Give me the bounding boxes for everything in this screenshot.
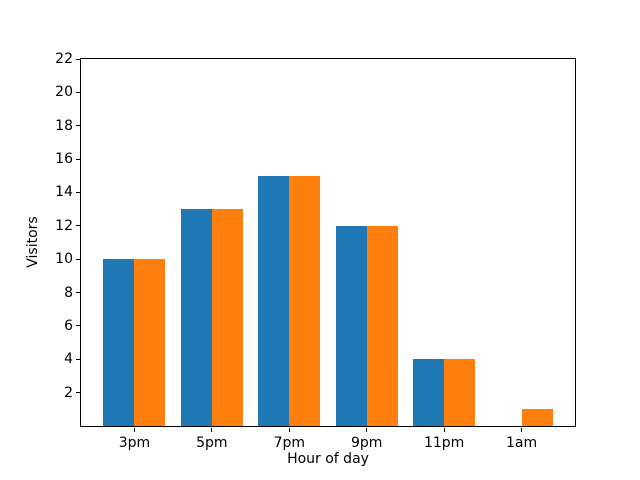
x-tick-mark [366, 428, 368, 432]
bar-blue-11pm [413, 359, 445, 426]
y-tick-label: 10 [55, 251, 73, 268]
y-tick-mark [76, 258, 80, 260]
x-tick-mark [288, 428, 290, 432]
y-tick-mark [76, 91, 80, 93]
bar-orange-11pm [444, 359, 476, 426]
x-tick-label: 9pm [350, 435, 383, 451]
y-tick-mark [76, 392, 80, 394]
y-tick-mark [76, 225, 80, 227]
y-tick-label: 16 [55, 151, 73, 168]
y-axis-label: Visitors [25, 216, 41, 268]
bar-blue-7pm [258, 176, 290, 426]
bar-orange-1am [521, 409, 553, 426]
y-tick-mark [76, 358, 80, 360]
y-tick-mark [76, 125, 80, 127]
y-tick-label: 8 [64, 284, 73, 301]
x-tick-mark [211, 428, 213, 432]
y-tick-label: 22 [55, 51, 73, 67]
bar-blue-5pm [180, 209, 212, 426]
y-tick-mark [76, 191, 80, 193]
x-tick-mark [521, 428, 523, 432]
bar-orange-9pm [366, 226, 398, 426]
x-tick-label: 7pm [273, 435, 305, 451]
x-tick-label: 3pm [118, 435, 151, 451]
bar-orange-5pm [211, 209, 243, 426]
y-tick-label: 18 [55, 117, 73, 134]
bar-orange-3pm [134, 259, 166, 426]
y-tick-label: 2 [64, 384, 73, 401]
y-tick-mark [76, 58, 80, 60]
y-tick-label: 20 [55, 84, 73, 101]
bar-blue-3pm [103, 259, 135, 426]
y-tick-label: 12 [55, 217, 73, 234]
x-tick-mark [443, 428, 445, 432]
y-tick-label: 4 [64, 351, 73, 368]
x-tick-label: 11pm [423, 435, 465, 451]
y-tick-mark [76, 292, 80, 294]
y-tick-mark [76, 325, 80, 327]
x-axis-label: Hour of day [287, 451, 369, 467]
x-tick-mark [133, 428, 135, 432]
y-tick-label: 6 [64, 317, 73, 334]
x-tick-label: 1am [506, 435, 538, 451]
x-tick-label: 5pm [196, 435, 228, 451]
plot-area: 2 4 6 8 10 12 14 16 18 20 22 3pm 5pm 7pm 9pm 11pm 1am [55, 51, 576, 451]
bar-blue-9pm [335, 226, 367, 426]
y-tick-label: 14 [55, 184, 73, 201]
bar-orange-7pm [289, 176, 321, 426]
y-tick-mark [76, 158, 80, 160]
